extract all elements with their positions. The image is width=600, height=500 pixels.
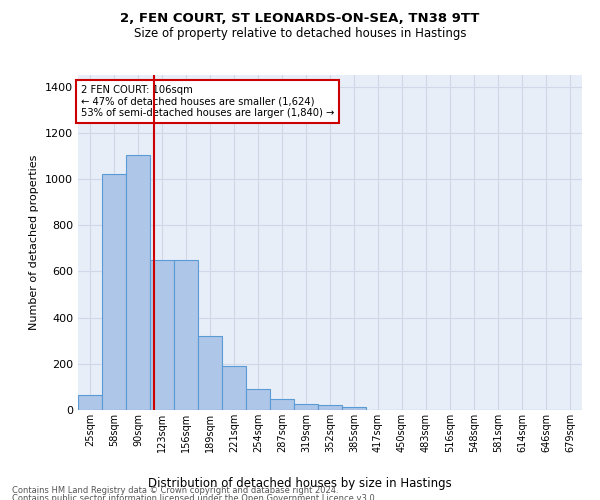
Text: 2 FEN COURT: 106sqm
← 47% of detached houses are smaller (1,624)
53% of semi-det: 2 FEN COURT: 106sqm ← 47% of detached ho…	[80, 85, 334, 118]
Bar	[78, 395, 102, 410]
Text: Size of property relative to detached houses in Hastings: Size of property relative to detached ho…	[134, 28, 466, 40]
Text: Distribution of detached houses by size in Hastings: Distribution of detached houses by size …	[148, 478, 452, 490]
Bar	[294, 404, 318, 410]
Bar	[342, 407, 366, 410]
Text: 2, FEN COURT, ST LEONARDS-ON-SEA, TN38 9TT: 2, FEN COURT, ST LEONARDS-ON-SEA, TN38 9…	[121, 12, 479, 26]
Bar	[126, 154, 150, 410]
Bar	[102, 174, 126, 410]
Text: Contains public sector information licensed under the Open Government Licence v3: Contains public sector information licen…	[12, 494, 377, 500]
Bar	[150, 260, 174, 410]
Bar	[174, 260, 198, 410]
Bar	[318, 405, 342, 410]
Text: Contains HM Land Registry data © Crown copyright and database right 2024.: Contains HM Land Registry data © Crown c…	[12, 486, 338, 495]
Bar	[246, 389, 270, 410]
Bar	[222, 366, 246, 410]
Y-axis label: Number of detached properties: Number of detached properties	[29, 155, 40, 330]
Bar	[198, 336, 222, 410]
Bar	[270, 399, 294, 410]
